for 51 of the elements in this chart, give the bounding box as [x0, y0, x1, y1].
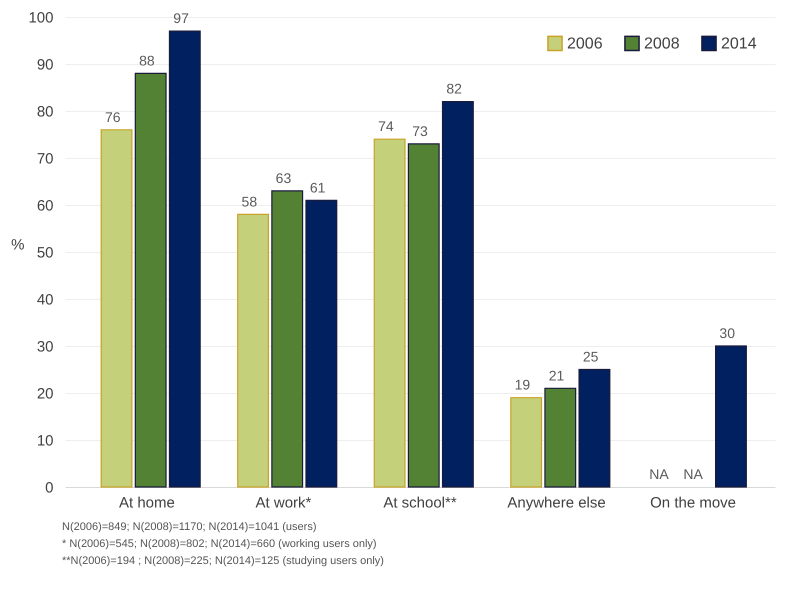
text: N(2006)=849; N(2008)=1170; N(2014)=1041 (users)	[62, 520, 318, 535]
bar	[134, 72, 167, 488]
text: **N(2006)=194 ; N(2008)=225; N(2014)=125 (studying users only)	[62, 554, 385, 569]
y-tick-label: 20	[36, 386, 54, 402]
y-tick-label: 10	[36, 432, 54, 450]
bar	[544, 388, 576, 488]
data-label: 82	[446, 80, 462, 97]
data-label: 76	[105, 108, 121, 125]
legend-label: 2008	[644, 35, 680, 52]
bar	[578, 368, 610, 488]
bar	[168, 30, 201, 488]
y-tick-label: 40	[36, 292, 54, 308]
legend-label: 2014	[721, 35, 757, 52]
x-tick-label: On the move	[650, 494, 736, 512]
y-tick-label: 50	[36, 244, 54, 262]
y-tick-label: 90	[36, 56, 54, 74]
data-label: 61	[310, 179, 326, 196]
legend-label: 2006	[567, 35, 603, 52]
data-label: 73	[412, 122, 428, 139]
data-label: 25	[582, 348, 599, 364]
data-label: 58	[242, 193, 258, 210]
bar	[237, 214, 270, 488]
x-tick-label: At school**	[383, 494, 457, 512]
data-label: 88	[139, 52, 155, 68]
y-tick-label: 70	[36, 150, 54, 168]
data-label: 21	[548, 367, 565, 384]
y-axis-title: %	[11, 236, 24, 254]
data-label: 97	[173, 10, 190, 26]
data-label: 74	[378, 118, 394, 134]
y-tick-label: 0	[45, 480, 54, 496]
text: * N(2006)=545; N(2008)=802; N(2014)=660 (working users only)	[62, 537, 378, 552]
y-tick-label: 100	[28, 10, 54, 26]
data-label: 19	[514, 376, 530, 393]
bar	[271, 190, 304, 488]
bar	[715, 345, 747, 488]
x-tick-label: At work*	[256, 494, 312, 512]
bar	[442, 101, 474, 488]
data-label: 63	[276, 170, 292, 186]
x-tick-label: At home	[118, 494, 175, 512]
bar	[510, 397, 542, 488]
y-tick-label: 80	[36, 104, 54, 120]
y-tick-label: 60	[36, 198, 54, 214]
text: NA	[649, 466, 669, 482]
bar	[408, 143, 440, 488]
bar	[374, 138, 406, 488]
x-tick-label: Anywhere else	[507, 494, 606, 512]
bar	[100, 129, 133, 488]
data-label: 30	[719, 325, 736, 341]
text: NA	[683, 466, 703, 482]
bar	[305, 200, 338, 488]
y-tick-label: 30	[36, 338, 54, 356]
